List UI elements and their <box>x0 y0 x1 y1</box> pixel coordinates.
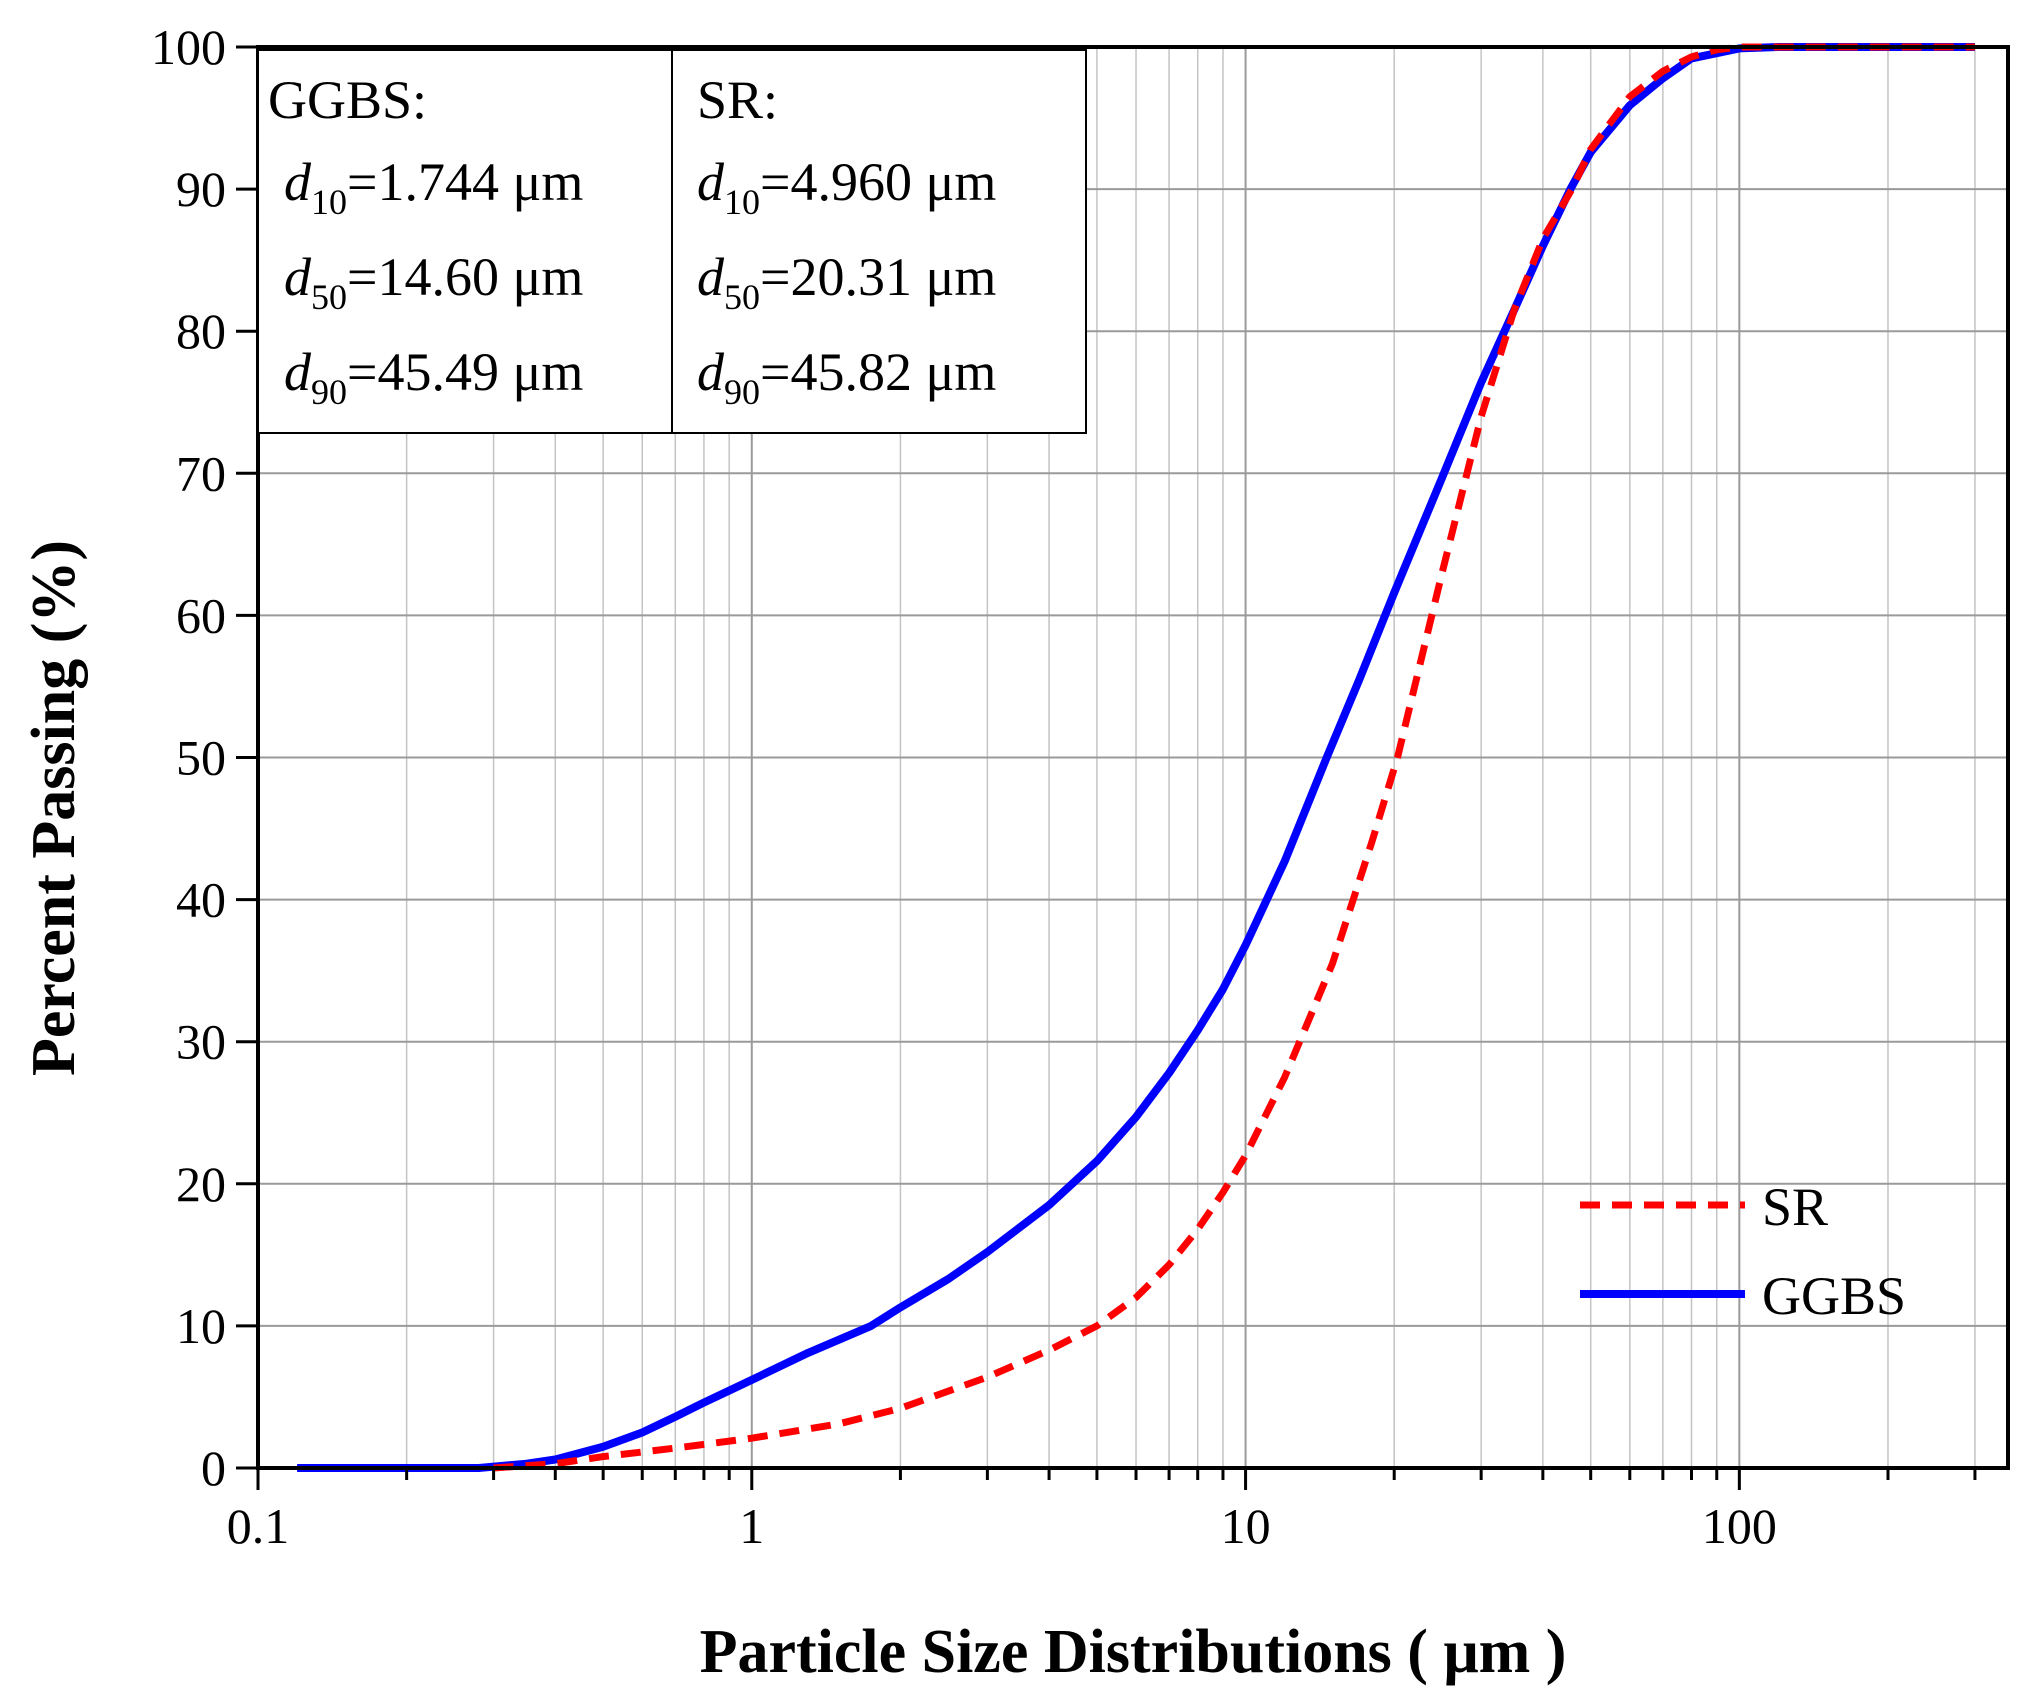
ggbs-d10-stat: d10=1.744 μm <box>284 152 583 222</box>
ggbs-d50-stat: d50=14.60 μm <box>284 247 583 317</box>
legend: SR GGBS <box>1580 1177 1906 1326</box>
y-tick-label: 40 <box>176 872 226 928</box>
x-tick-label: 0.1 <box>227 1498 290 1554</box>
series-line-sr <box>493 43 1975 1472</box>
sr-stats-heading: SR: <box>697 70 778 130</box>
legend-sr-label: SR <box>1762 1177 1828 1237</box>
y-tick-label: 30 <box>176 1014 226 1070</box>
sr-d10-stat: d10=4.960 μm <box>697 152 996 222</box>
y-tick-label: 20 <box>176 1156 226 1212</box>
sr-d90-stat: d90=45.82 μm <box>697 342 996 412</box>
y-axis-title: Percent Passing (%) <box>20 540 88 1076</box>
x-tick-label: 10 <box>1221 1498 1271 1554</box>
x-tick-label: 1 <box>739 1498 764 1554</box>
y-tick-label: 60 <box>176 587 226 643</box>
stats-annotation-box: GGBS: d10=1.744 μm d50=14.60 μm d90=45.4… <box>257 49 1087 434</box>
x-tick-label: 100 <box>1702 1498 1777 1554</box>
y-tick-label: 70 <box>176 445 226 501</box>
x-axis-title: Particle Size Distributions ( μm ) <box>700 1618 1567 1686</box>
series-line-ggbs <box>297 43 1975 1472</box>
axis-ticks <box>236 45 1977 1490</box>
ggbs-stats-heading: GGBS: <box>268 70 427 130</box>
y-tick-label: 90 <box>176 161 226 217</box>
tick-labels: 0 10 20 30 40 50 60 70 80 90 100 0.1 1 10 100 <box>151 19 1777 1554</box>
y-tick-label: 50 <box>176 730 226 786</box>
legend-ggbs-label: GGBS <box>1762 1266 1906 1326</box>
y-tick-label: 100 <box>151 19 226 75</box>
ggbs-d90-stat: d90=45.49 μm <box>284 342 583 412</box>
y-tick-label: 10 <box>176 1298 226 1354</box>
y-tick-label: 80 <box>176 303 226 359</box>
y-tick-label: 0 <box>201 1440 226 1496</box>
series-layer <box>297 43 1975 1472</box>
sr-d50-stat: d50=20.31 μm <box>697 247 996 317</box>
